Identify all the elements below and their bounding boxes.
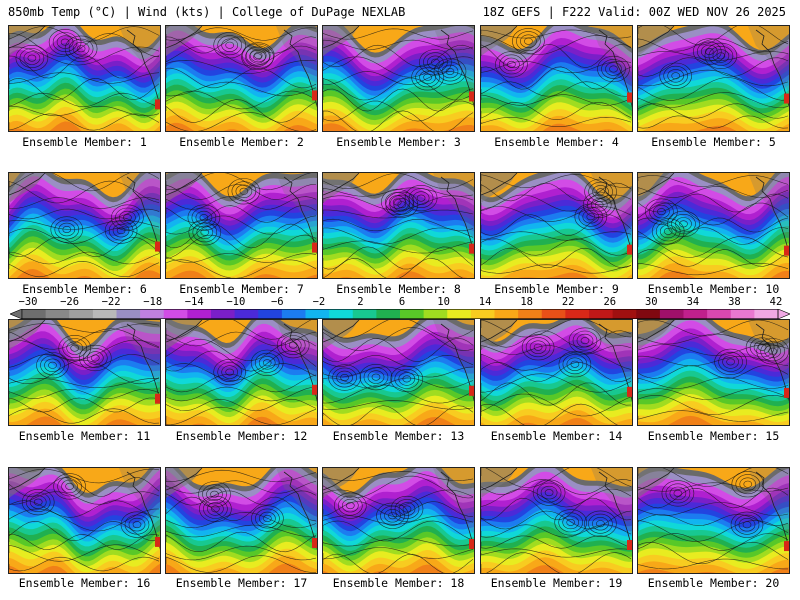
colorbar-tick-label: −26 xyxy=(60,296,80,308)
colorbar-segment xyxy=(45,309,70,319)
colorbar-tick-label: 2 xyxy=(357,296,364,308)
colorbar-min-arrow xyxy=(10,309,23,319)
colorbar-tick-label: 10 xyxy=(437,296,450,308)
colorbar-segment xyxy=(683,309,708,319)
ensemble-member-label: Ensemble Member: 8 xyxy=(336,282,461,296)
ensemble-member-map xyxy=(165,319,318,426)
ensemble-member-label: Ensemble Member: 19 xyxy=(490,576,623,590)
ensemble-member-map xyxy=(637,467,790,574)
colorbar-segment xyxy=(754,309,779,319)
ensemble-member-label: Ensemble Member: 3 xyxy=(336,135,461,149)
ensemble-member-label: Ensemble Member: 7 xyxy=(179,282,304,296)
colorbar-segment xyxy=(352,309,377,319)
ensemble-member-label: Ensemble Member: 18 xyxy=(332,576,465,590)
colorbar-segment xyxy=(565,309,590,319)
ensemble-member-label: Ensemble Member: 15 xyxy=(647,429,780,443)
ensemble-member-label: Ensemble Member: 17 xyxy=(175,576,308,590)
colorbar-segment xyxy=(589,309,614,319)
colorbar-segment xyxy=(400,309,425,319)
ensemble-member-label: Ensemble Member: 16 xyxy=(18,576,151,590)
colorbar-segment xyxy=(612,309,637,319)
product-title: 850mb Temp (°C) | Wind (kts) | College o… xyxy=(8,5,406,19)
colorbar-max-arrow xyxy=(777,309,790,319)
colorbar-tick-label: −2 xyxy=(312,296,326,308)
colorbar-segment xyxy=(69,309,94,319)
colorbar-segment xyxy=(281,309,306,319)
colorbar-segment xyxy=(470,309,495,319)
ensemble-member-map xyxy=(322,319,475,426)
ensemble-member-map xyxy=(637,319,790,426)
colorbar-tick-label: 14 xyxy=(478,296,492,308)
colorbar-tick-label: 22 xyxy=(561,296,575,308)
colorbar-tick-label: −10 xyxy=(226,296,246,308)
ensemble-member-label: Ensemble Member: 4 xyxy=(494,135,619,149)
ensemble-member-map xyxy=(480,172,633,279)
ensemble-member-label: Ensemble Member: 11 xyxy=(18,429,151,443)
colorbar-tick-label: 18 xyxy=(520,296,534,308)
colorbar-segment xyxy=(329,309,354,319)
colorbar-segment xyxy=(730,309,755,319)
ensemble-member-label: Ensemble Member: 12 xyxy=(175,429,308,443)
colorbar-segment xyxy=(423,309,448,319)
colorbar-segment xyxy=(116,309,141,319)
colorbar-segment xyxy=(211,309,236,319)
colorbar-tick-label: 6 xyxy=(398,296,406,308)
colorbar-tick-label: 26 xyxy=(603,296,617,308)
ensemble-member-map xyxy=(480,25,633,132)
ensemble-member-label: Ensemble Member: 9 xyxy=(494,282,619,296)
ensemble-member-map xyxy=(637,25,790,132)
colorbar-segment xyxy=(258,309,283,319)
ensemble-member-label: Ensemble Member: 5 xyxy=(651,135,776,149)
colorbar-tick-label: −14 xyxy=(184,296,204,308)
colorbar-tick-label: −18 xyxy=(143,296,163,308)
ensemble-member-map xyxy=(165,172,318,279)
ensemble-member-map xyxy=(8,319,161,426)
colorbar-segment xyxy=(494,309,519,319)
colorbar-bar xyxy=(10,309,790,319)
colorbar-segment xyxy=(518,309,543,319)
colorbar-tick-label: 42 xyxy=(769,296,783,308)
colorbar-segment xyxy=(636,309,661,319)
colorbar-segment xyxy=(376,309,401,319)
model-run-info: 18Z GEFS | F222 Valid: 00Z WED NOV 26 20… xyxy=(482,5,786,19)
colorbar-segment xyxy=(92,309,117,319)
ensemble-member-map xyxy=(322,25,475,132)
ensemble-member-map xyxy=(8,172,161,279)
ensemble-member-map xyxy=(480,467,633,574)
ensemble-member-label: Ensemble Member: 6 xyxy=(22,282,147,296)
ensemble-member-label: Ensemble Member: 2 xyxy=(179,135,304,149)
colorbar-segment xyxy=(140,309,165,319)
colorbar-segment xyxy=(234,309,259,319)
colorbar-tick-label: 30 xyxy=(644,296,658,308)
colorbar-segment xyxy=(305,309,330,319)
colorbar-tick-label: −22 xyxy=(101,296,121,308)
ensemble-member-label: Ensemble Member: 20 xyxy=(647,576,780,590)
ensemble-member-label: Ensemble Member: 14 xyxy=(490,429,623,443)
colorbar-segment xyxy=(659,309,684,319)
ensemble-member-label: Ensemble Member: 10 xyxy=(647,282,780,296)
colorbar-tick-label: −6 xyxy=(270,296,284,308)
colorbar-segment xyxy=(447,309,472,319)
ensemble-member-label: Ensemble Member: 1 xyxy=(22,135,147,149)
colorbar-tick-label: −30 xyxy=(18,296,38,308)
map-header: 850mb Temp (°C) | Wind (kts) | College o… xyxy=(0,0,800,24)
ensemble-member-map xyxy=(8,467,161,574)
colorbar-segment xyxy=(22,309,47,319)
ensemble-member-map xyxy=(322,172,475,279)
colorbar-segment xyxy=(187,309,212,319)
ensemble-member-map xyxy=(322,467,475,574)
colorbar-tick-label: 34 xyxy=(686,296,700,308)
ensemble-member-map xyxy=(637,172,790,279)
ensemble-member-map xyxy=(480,319,633,426)
colorbar-segment xyxy=(707,309,732,319)
temperature-colorbar: −30 −26 −22 −18 −14 −10 −6 −2 2 6 10 14 18 22 26 30 34 38… xyxy=(10,296,790,320)
ensemble-member-map xyxy=(165,25,318,132)
colorbar-segment xyxy=(163,309,188,319)
ensemble-member-label: Ensemble Member: 13 xyxy=(332,429,465,443)
colorbar-segment xyxy=(541,309,566,319)
ensemble-member-map xyxy=(8,25,161,132)
colorbar-tick-label: 38 xyxy=(728,296,741,308)
ensemble-member-map xyxy=(165,467,318,574)
